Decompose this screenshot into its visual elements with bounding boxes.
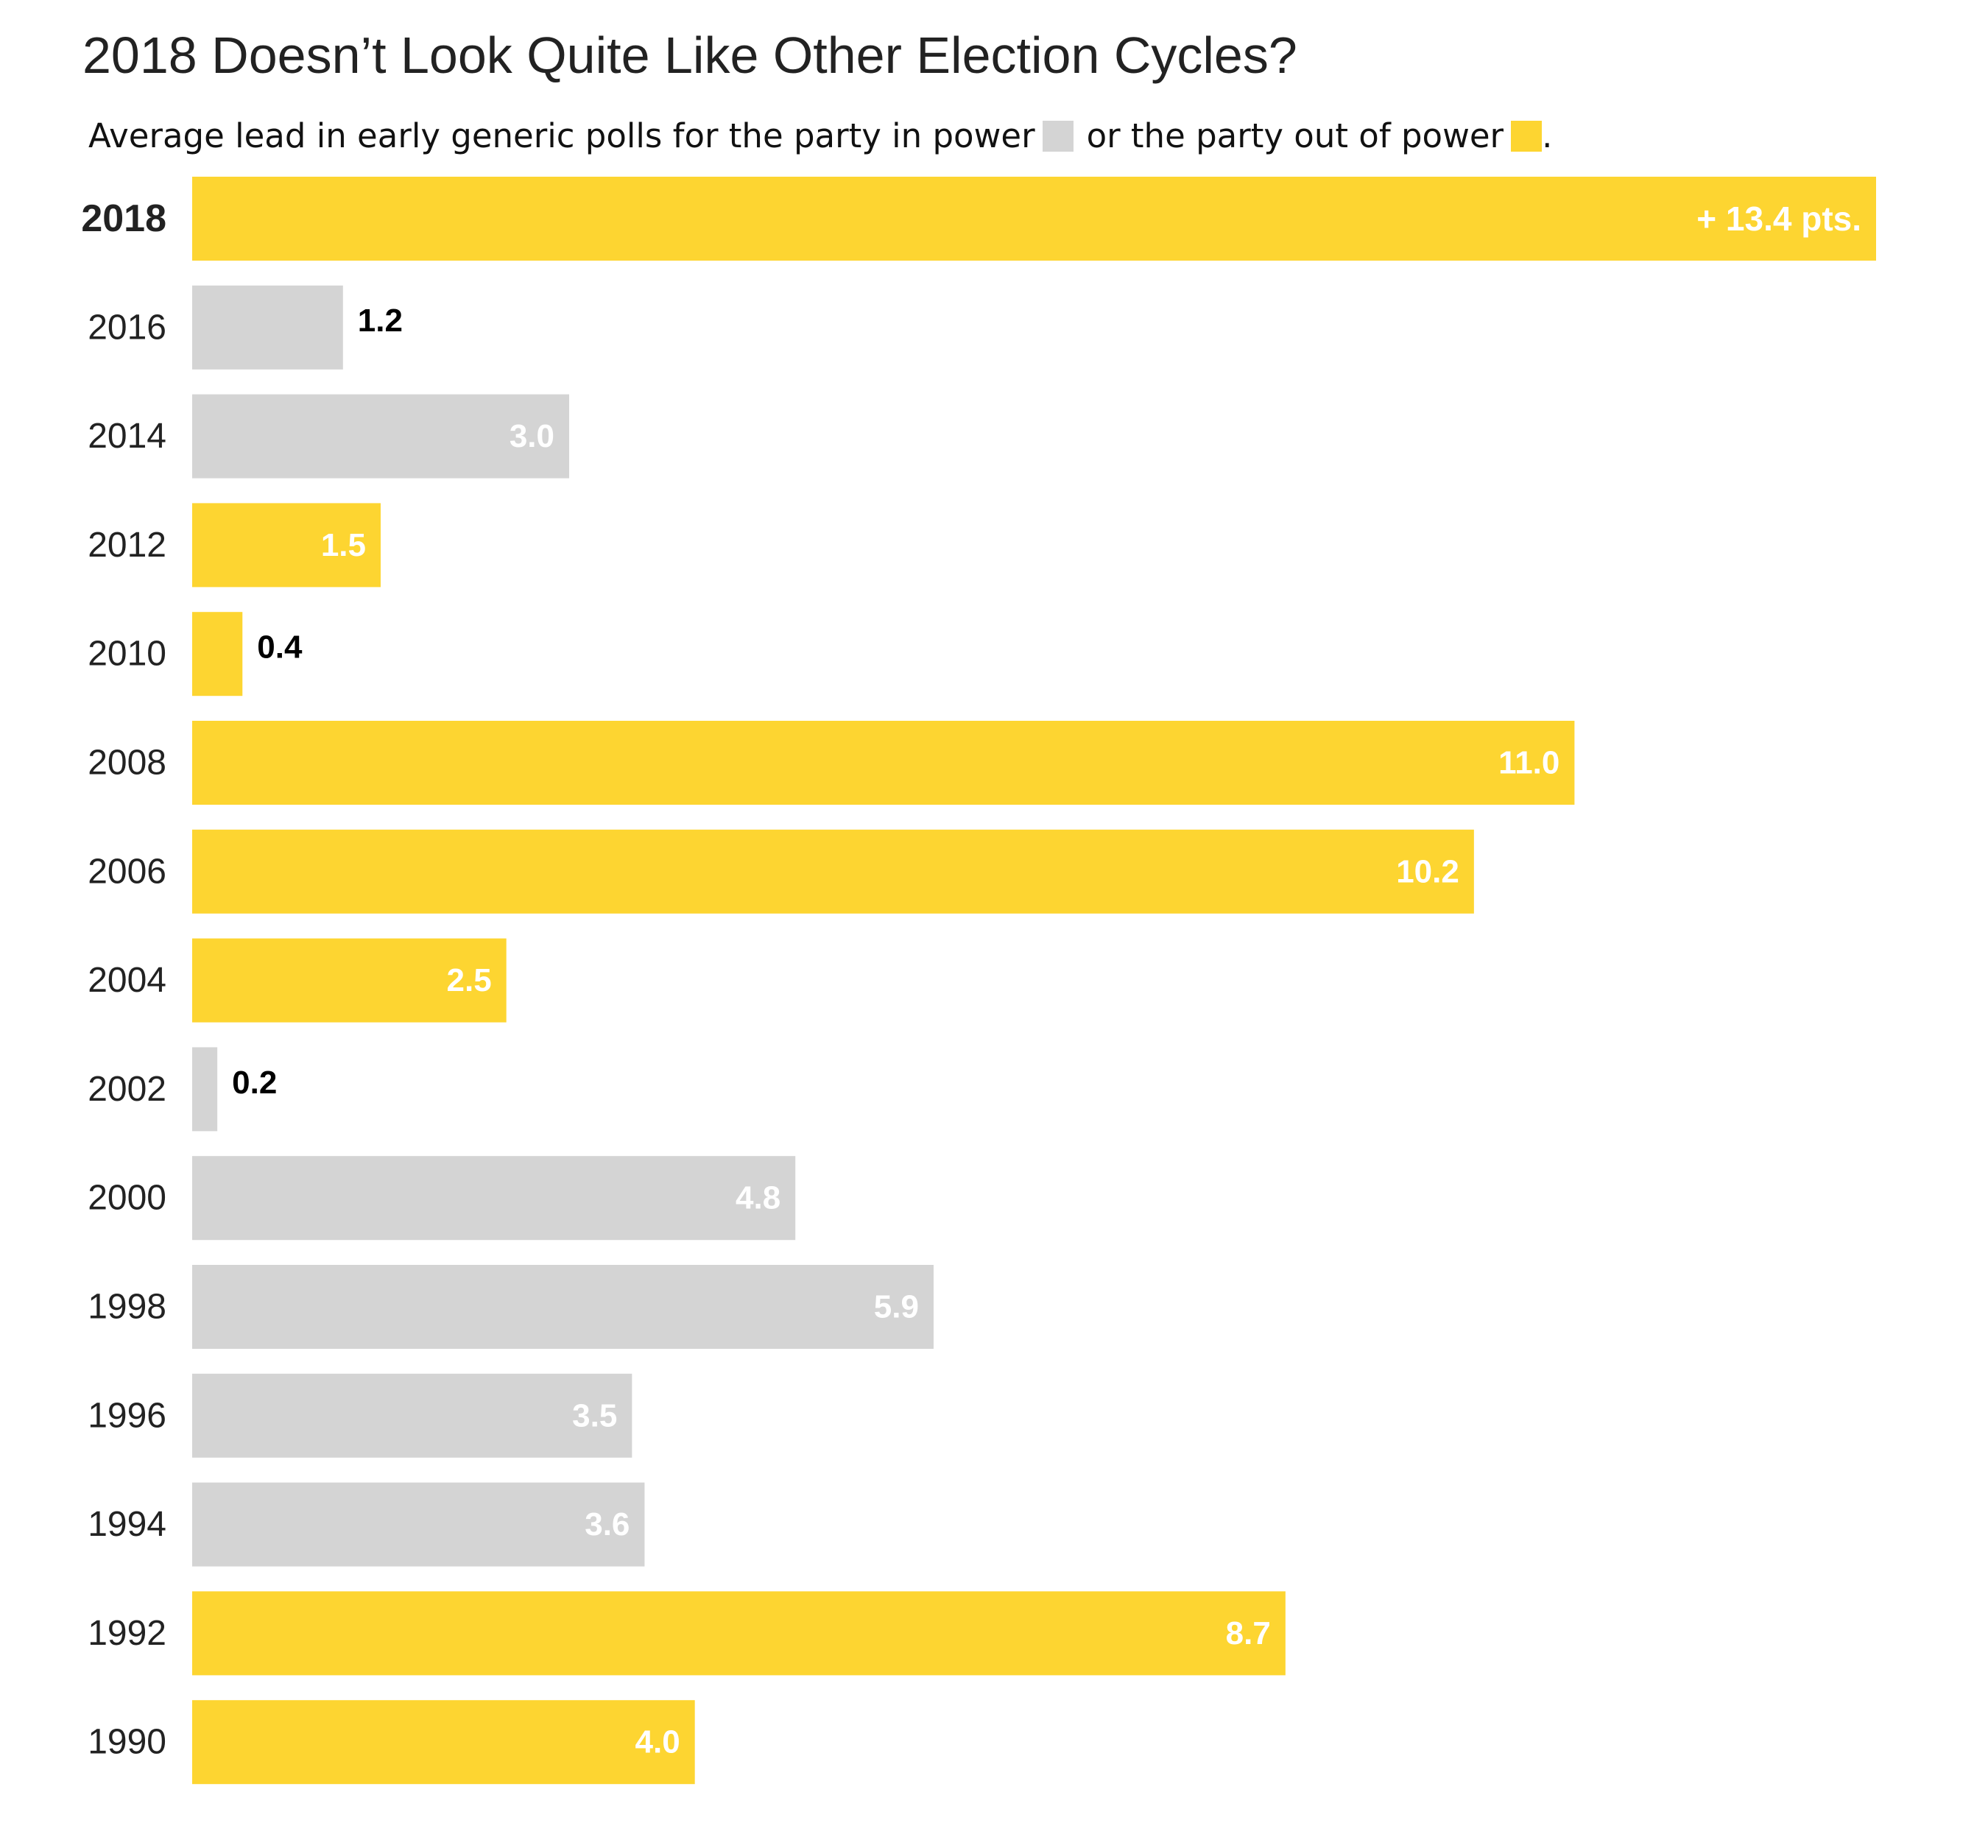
subtitle-middle: or the party out of power [1086, 116, 1504, 155]
category-label: 2016 [88, 308, 166, 347]
subtitle-prefix: Average lead in early generic polls for … [88, 116, 1035, 155]
value-label: 4.0 [635, 1724, 680, 1760]
legend-swatch-in-power [1042, 121, 1074, 152]
bar [192, 177, 1876, 261]
bar [192, 829, 1474, 914]
value-label: 5.9 [874, 1289, 919, 1325]
bar [192, 938, 507, 1023]
bar-row-1998: 1998 5.9 [88, 1265, 934, 1349]
category-label: 2000 [88, 1179, 166, 1218]
category-label: 2010 [88, 635, 166, 674]
category-label: 1994 [88, 1505, 166, 1544]
category-label: 1998 [88, 1288, 166, 1327]
value-label: 10.2 [1396, 853, 1459, 889]
bar-row-2012: 2012 1.5 [88, 503, 381, 588]
category-label: 2012 [88, 526, 166, 565]
bar [192, 612, 243, 696]
category-label: 2004 [88, 961, 166, 1000]
value-label: 11.0 [1498, 745, 1559, 781]
bar [192, 1265, 934, 1349]
value-label: 1.5 [321, 527, 366, 563]
bar [192, 721, 1575, 805]
legend-swatch-out-of-power [1511, 121, 1543, 152]
bar [192, 1156, 796, 1241]
category-label: 1996 [88, 1396, 166, 1435]
bar [192, 394, 570, 479]
bar-row-2006: 2006 10.2 [88, 829, 1474, 914]
value-label: 3.5 [572, 1397, 617, 1433]
bar-row-2008: 2008 11.0 [88, 721, 1575, 805]
bar [192, 285, 343, 370]
category-label: 2018 [81, 197, 166, 240]
subtitle-suffix: . [1542, 116, 1553, 155]
value-label: 3.0 [510, 418, 554, 454]
value-label: 0.2 [232, 1065, 277, 1101]
bar-row-2018: 2018 + 13.4 pts. [81, 177, 1876, 261]
value-label: 2.5 [447, 962, 492, 998]
bar [192, 1373, 632, 1458]
chart-title: 2018 Doesn’t Look Quite Like Other Elect… [82, 27, 1297, 84]
bar-row-2002: 2002 0.2 [88, 1047, 277, 1132]
bar-row-2010: 2010 0.4 [88, 612, 303, 696]
bar-row-2000: 2000 4.8 [88, 1156, 796, 1241]
category-label: 2002 [88, 1070, 166, 1109]
value-label: 4.8 [736, 1180, 780, 1216]
bar-row-1994: 1994 3.6 [88, 1482, 645, 1567]
category-label: 2008 [88, 744, 166, 783]
bar [192, 503, 381, 588]
category-label: 2006 [88, 852, 166, 891]
bar [192, 1482, 645, 1567]
bar-row-1992: 1992 8.7 [88, 1591, 1286, 1676]
chart-subtitle: Average lead in early generic polls for … [88, 107, 1552, 166]
bar-row-2016: 2016 1.2 [88, 285, 403, 370]
bar [192, 1700, 695, 1785]
value-label: 8.7 [1226, 1615, 1271, 1651]
value-label: 0.4 [257, 629, 303, 666]
bar-row-1990: 1990 4.0 [88, 1700, 695, 1785]
bar-row-2014: 2014 3.0 [88, 394, 570, 479]
bar-row-2004: 2004 2.5 [88, 938, 507, 1023]
bar [192, 1591, 1286, 1676]
category-label: 2014 [88, 417, 166, 456]
value-label: 3.6 [585, 1506, 630, 1542]
value-label: 1.2 [358, 303, 403, 339]
category-label: 1992 [88, 1614, 166, 1653]
category-label: 1990 [88, 1723, 166, 1762]
bar [192, 1047, 218, 1132]
bar-row-1996: 1996 3.5 [88, 1373, 632, 1458]
value-label: + 13.4 pts. [1696, 200, 1861, 238]
